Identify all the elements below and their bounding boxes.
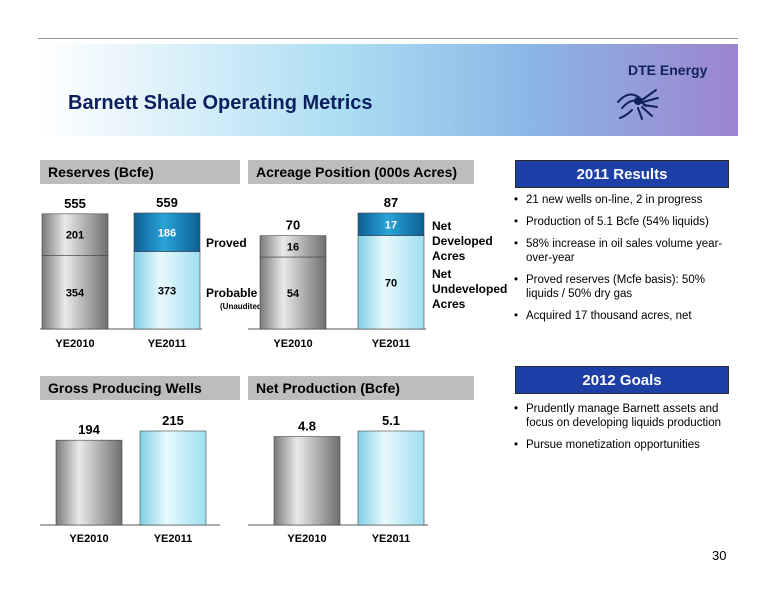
data-label: 17 [385,219,397,231]
results-item: Proved reserves (Mcfe basis): 50% liquid… [514,273,732,301]
bar [357,430,425,526]
data-label: 54 [287,288,300,300]
page-number: 30 [712,548,727,563]
x-tick-label: YE2011 [154,533,193,545]
data-label: 201 [66,230,84,242]
results-list: 21 new wells on-line, 2 in progress Prod… [514,193,732,331]
bar [273,436,341,526]
total-label: 70 [286,218,300,233]
data-label: 186 [158,227,176,239]
series-note: (Unaudited) [220,302,260,311]
x-tick-label: YE2010 [273,338,312,350]
value-label: 4.8 [298,419,316,434]
wells-chart: 194 YE2010 215 YE2011 [40,413,220,545]
reserves-header: Reserves (Bcfe) [40,160,240,184]
total-label: 555 [64,196,86,211]
results-header: 2011 Results [515,160,729,188]
acreage-chart: 541670YE2010701787YE2011NetDevelopedAcre… [248,195,507,350]
series-label: Probable [206,286,258,300]
bar-segment [41,213,109,256]
results-item: Production of 5.1 Bcfe (54% liquids) [514,215,732,229]
bar [55,439,123,526]
x-tick-label: YE2011 [372,533,411,545]
data-label: 16 [287,241,299,253]
x-tick-label: YE2010 [55,338,94,350]
dte-logo: DTE Energy [628,62,708,78]
total-label: 559 [156,195,178,210]
series-label: Net [432,267,451,281]
x-tick-label: YE2010 [287,533,326,545]
title-banner [38,44,738,136]
dte-emblem-icon [617,89,659,120]
bar-segment [259,235,327,258]
production-header: Net Production (Bcfe) [248,376,474,400]
x-tick-label: YE2010 [69,533,108,545]
bar-segment [259,256,327,330]
series-label: Acres [432,249,466,263]
bar [139,430,207,526]
total-label: 87 [384,195,398,210]
series-label: Proved [206,236,247,250]
acreage-header: Acreage Position (000s Acres) [248,160,474,184]
data-label: 354 [66,287,85,299]
page-title: Barnett Shale Operating Metrics [68,92,373,114]
x-tick-label: YE2011 [372,338,411,350]
value-label: 5.1 [382,413,400,428]
value-label: 215 [162,413,184,428]
results-item: Acquired 17 thousand acres, net [514,309,732,323]
value-label: 194 [78,422,100,437]
data-label: 373 [158,285,176,297]
results-item: 58% increase in oil sales volume year-ov… [514,237,732,265]
wells-header: Gross Producing Wells [40,376,240,400]
reserves-chart: 354 201 555 YE2010 373 186 559 YE2011 Proved Prob… [40,195,260,350]
x-tick-label: YE2011 [148,338,187,350]
goals-item: Pursue monetization opportunities [514,438,732,452]
bar-segment [133,251,201,330]
series-label: Net [432,219,451,233]
series-label: Undeveloped [432,282,507,296]
goals-item: Prudently manage Barnett assets and focu… [514,402,732,430]
goals-list: Prudently manage Barnett assets and focu… [514,402,732,460]
series-label: Developed [432,234,493,248]
bar-segment [357,235,425,330]
results-item: 21 new wells on-line, 2 in progress [514,193,732,207]
bar-segment [357,212,425,236]
production-chart: 4.8 YE2010 5.1 YE2011 [248,413,428,545]
series-label: Acres [432,297,466,311]
bar-segment [41,255,109,330]
top-divider [38,38,738,39]
data-label: 70 [385,277,397,289]
bar-segment [133,212,201,252]
goals-header: 2012 Goals [515,366,729,394]
